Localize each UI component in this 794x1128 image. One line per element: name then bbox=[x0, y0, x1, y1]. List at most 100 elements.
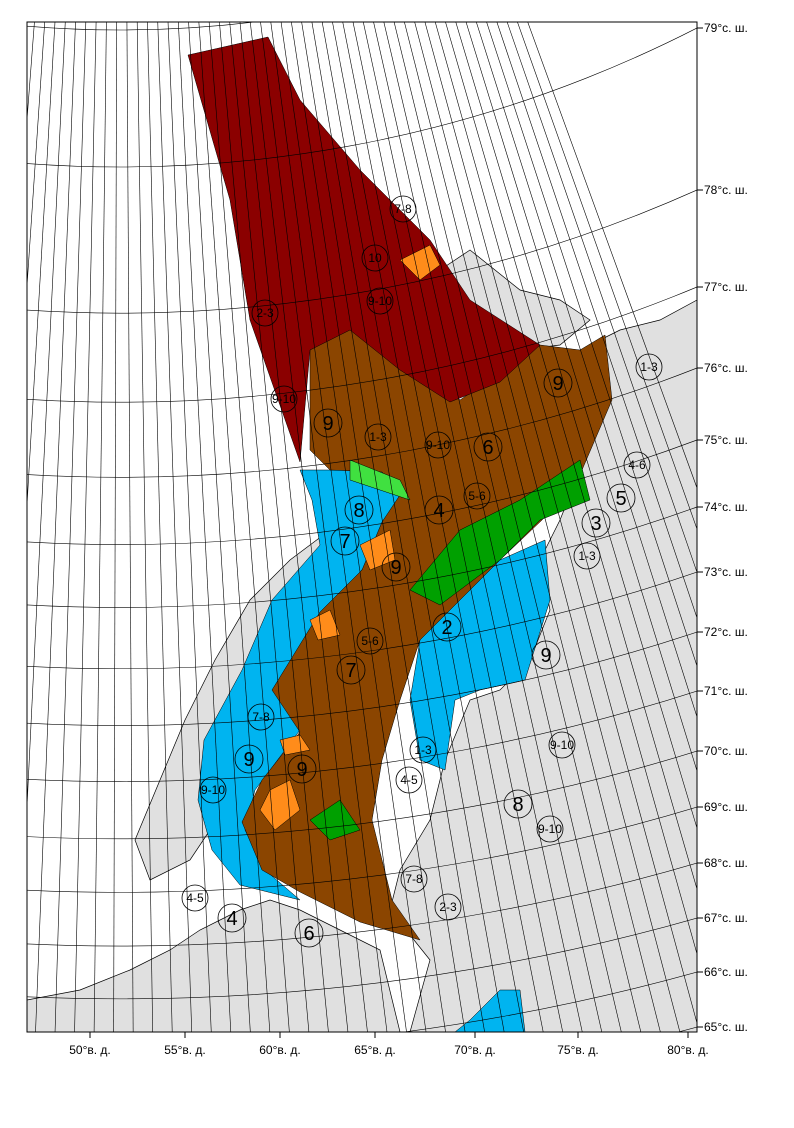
ice-concentration: 2-3 bbox=[439, 900, 457, 914]
meridian bbox=[239, 22, 349, 1032]
ice-concentration: 10 bbox=[368, 251, 382, 265]
label-ring bbox=[606, 483, 636, 513]
ice-concentration: 9-10 bbox=[201, 783, 225, 797]
ice-zone bbox=[409, 459, 591, 606]
meridian bbox=[291, 22, 446, 1032]
ice-concentration: 3 bbox=[590, 513, 601, 535]
meridian bbox=[445, 22, 697, 891]
meridian bbox=[219, 22, 310, 1032]
ice-concentration: 9 bbox=[552, 373, 563, 395]
label-ring bbox=[294, 918, 324, 948]
meridian bbox=[383, 22, 622, 1032]
meridian bbox=[393, 22, 642, 1032]
ice-concentration: 1-3 bbox=[640, 360, 658, 374]
label-ring bbox=[381, 552, 411, 582]
meridian bbox=[157, 22, 193, 1032]
label-ring bbox=[234, 744, 264, 774]
ice-concentration: 9-10 bbox=[426, 438, 450, 452]
label-ring bbox=[573, 542, 601, 570]
ice-concentration: 9-10 bbox=[368, 294, 392, 308]
graticule bbox=[27, 22, 697, 1032]
label-ring bbox=[181, 884, 209, 912]
ice-concentration: 4 bbox=[226, 908, 237, 930]
ice-concentration: 9 bbox=[243, 749, 254, 771]
meridian bbox=[54, 22, 87, 1032]
meridian bbox=[27, 22, 66, 813]
lat-label: 77°с. ш. bbox=[704, 280, 748, 294]
meridian bbox=[270, 22, 407, 1032]
map-body bbox=[27, 22, 697, 1032]
ice-zone bbox=[359, 529, 396, 571]
label-ring bbox=[432, 612, 462, 642]
ice-concentration: 4-5 bbox=[186, 891, 204, 905]
label-ring bbox=[424, 495, 454, 525]
ice-concentration: 1-3 bbox=[369, 430, 387, 444]
label-ring bbox=[635, 353, 663, 381]
lat-label: 67°с. ш. bbox=[704, 911, 748, 925]
label-ring bbox=[581, 508, 611, 538]
meridian bbox=[178, 22, 232, 1032]
meridian bbox=[136, 22, 153, 1032]
label-ring bbox=[434, 893, 462, 921]
ice-concentration: 1-3 bbox=[578, 549, 596, 563]
meridian bbox=[188, 22, 251, 1032]
label-ring bbox=[251, 299, 279, 327]
ice-concentration: 7 bbox=[339, 531, 350, 553]
label-ring bbox=[389, 195, 417, 223]
label-ring bbox=[247, 703, 275, 731]
lat-label: 66°с. ш. bbox=[704, 965, 748, 979]
label-ring bbox=[536, 815, 564, 843]
ice-concentration: 9 bbox=[296, 759, 307, 781]
label-ring bbox=[400, 865, 428, 893]
lon-label: 65°в. д. bbox=[354, 1043, 396, 1057]
ice-concentration: 9 bbox=[322, 413, 333, 435]
meridian bbox=[260, 22, 388, 1032]
label-ring bbox=[503, 789, 533, 819]
ice-concentration: 2-3 bbox=[256, 306, 274, 320]
meridian bbox=[167, 22, 212, 1032]
label-ring bbox=[543, 368, 573, 398]
label-ring bbox=[199, 776, 227, 804]
lat-label: 70°с. ш. bbox=[704, 744, 748, 758]
map-frame bbox=[26, 21, 698, 1033]
label-ring bbox=[395, 766, 423, 794]
meridian bbox=[93, 22, 107, 1032]
ice-concentration: 8 bbox=[353, 500, 364, 522]
lon-label: 60°в. д. bbox=[259, 1043, 301, 1057]
label-ring bbox=[217, 903, 247, 933]
ice-concentration: 2 bbox=[441, 617, 452, 639]
meridian bbox=[434, 22, 697, 955]
meridian bbox=[229, 22, 329, 1032]
ice-zone bbox=[309, 799, 361, 841]
ice-concentration: 5 bbox=[615, 488, 626, 510]
meridian bbox=[35, 22, 76, 1032]
ice-concentration: 4 bbox=[433, 500, 444, 522]
lon-label: 75°в. д. bbox=[557, 1043, 599, 1057]
ice-concentration: 9-10 bbox=[550, 738, 574, 752]
meridian bbox=[424, 22, 697, 1025]
ice-concentration: 5-6 bbox=[361, 634, 379, 648]
meridian bbox=[113, 22, 117, 1032]
label-ring bbox=[463, 482, 491, 510]
meridian bbox=[311, 22, 485, 1032]
lat-label: 71°с. ш. bbox=[704, 684, 748, 698]
label-ring bbox=[344, 495, 374, 525]
meridian bbox=[208, 22, 290, 1032]
label-ring bbox=[330, 526, 360, 556]
ice-concentration: 9-10 bbox=[538, 822, 562, 836]
ice-concentration: 7-8 bbox=[252, 710, 270, 724]
meridian bbox=[198, 22, 271, 1032]
meridian bbox=[404, 22, 661, 1032]
meridian bbox=[321, 22, 505, 1032]
label-ring bbox=[623, 451, 651, 479]
meridian bbox=[475, 22, 697, 718]
ice-concentration: 7 bbox=[345, 660, 356, 682]
label-ring bbox=[336, 655, 366, 685]
ice-concentration: 9 bbox=[540, 645, 551, 667]
label-ring bbox=[361, 244, 389, 272]
meridian bbox=[373, 22, 603, 1032]
ice-concentration: 7-8 bbox=[405, 872, 423, 886]
lat-label: 65°с. ш. bbox=[704, 1020, 748, 1034]
lat-label: 76°с. ш. bbox=[704, 361, 748, 375]
